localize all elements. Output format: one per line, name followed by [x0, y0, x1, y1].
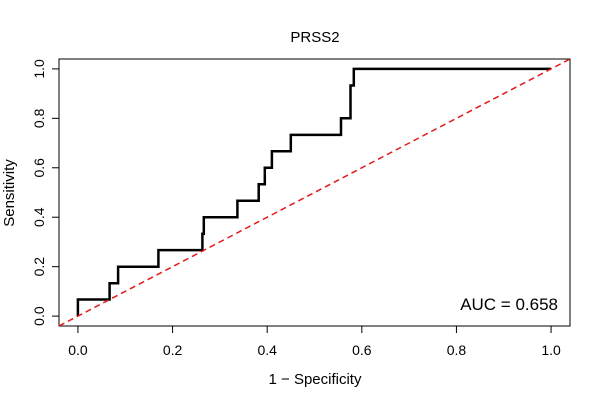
y-tick-label: 0.2	[31, 257, 47, 277]
series-layer	[58, 58, 571, 327]
y-tick-label: 0.6	[31, 158, 47, 178]
y-tick-label: 0.8	[31, 108, 47, 128]
auc-annotation: AUC = 0.658	[460, 295, 558, 314]
y-axis: 0.0 0.2 0.4 0.6 0.8 1.0	[31, 59, 60, 326]
x-tick-label: 0.6	[352, 342, 372, 358]
x-tick-label: 1.0	[541, 342, 561, 358]
x-tick-label: 0.0	[68, 342, 88, 358]
y-tick-label: 1.0	[31, 59, 47, 79]
y-axis-label: Sensitivity	[1, 159, 18, 227]
y-tick-label: 0.4	[31, 207, 47, 227]
x-tick-label: 0.2	[163, 342, 183, 358]
x-tick-label: 0.8	[447, 342, 467, 358]
roc-curve-line	[76, 67, 552, 317]
chart-title: PRSS2	[290, 29, 339, 46]
y-tick-label: 0.0	[31, 306, 47, 326]
reference-diagonal-line	[58, 58, 571, 327]
x-axis-label: 1 − Specificity	[269, 371, 362, 388]
x-axis: 0.0 0.2 0.4 0.6 0.8 1.0	[68, 325, 561, 358]
x-tick-label: 0.4	[257, 342, 277, 358]
